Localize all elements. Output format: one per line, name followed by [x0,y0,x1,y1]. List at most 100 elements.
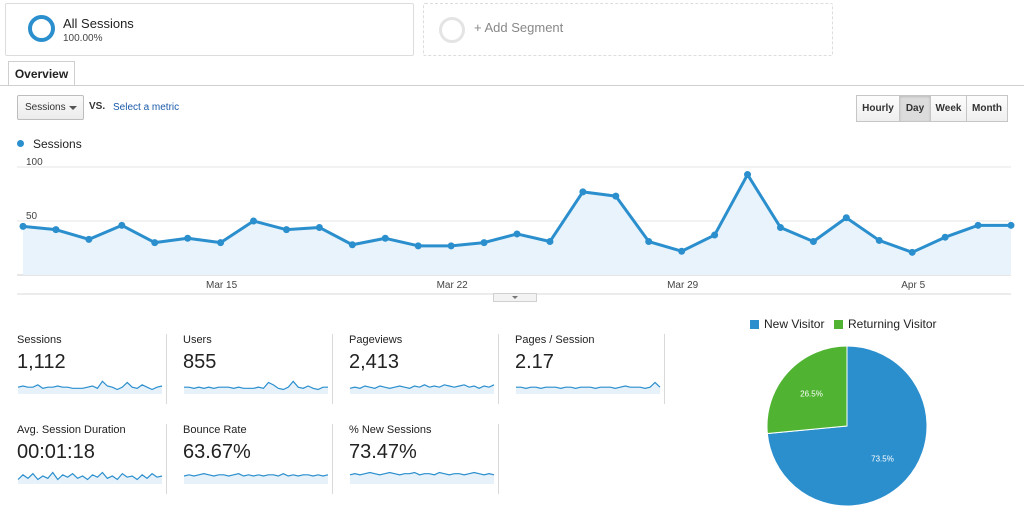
range-day-button[interactable]: Day [899,95,931,122]
metric-label: % New Sessions [349,424,432,436]
sparkline-line [17,471,163,481]
sessions-data-point [348,241,356,249]
collapse-arrow-icon [512,296,518,299]
pie-slice-label: 73.5% [871,454,894,463]
y-tick-label: 100 [26,157,43,168]
chart-collapse-toggle[interactable] [493,293,537,302]
sparkline-fill [184,381,328,394]
sparkline-line [184,380,328,391]
returning-visitor-swatch [834,319,843,329]
sessions-data-point [19,222,27,230]
metric-value: 2.17 [515,351,554,373]
new-visitor-swatch [750,319,759,329]
metric-card-sessions[interactable]: Sessions 1,112 [17,334,167,404]
sessions-data-point [711,231,719,239]
sparkline [349,471,495,484]
metric-card-pageviews[interactable]: Pageviews 2,413 [349,334,499,404]
sessions-data-point [480,239,488,247]
metric-value: 73.47% [349,441,417,463]
sessions-data-point [381,234,389,242]
metric-value: 63.67% [183,441,251,463]
segment-percent: 100.00% [63,33,103,44]
pie-legend-label: Returning Visitor [848,317,937,331]
x-tick-label: Apr 5 [901,280,925,291]
sessions-legend-dot-icon [17,140,24,147]
metric-card-new-sessions[interactable]: % New Sessions 73.47% [349,424,499,494]
sparkline [17,471,163,484]
sessions-line-chart: 100 50 Mar 15 Mar 22 Mar 29 Apr 5 [17,157,1015,295]
sparkline-line [516,381,661,389]
sparkline [349,384,495,394]
select-metric-link[interactable]: Select a metric [113,102,180,113]
vs-label: VS. [89,101,106,112]
range-month-button[interactable]: Month [966,95,1008,122]
segment-all-sessions[interactable]: All Sessions 100.00% [5,3,414,56]
metric-value: 00:01:18 [17,441,95,463]
sessions-data-point [282,226,290,234]
time-range-selector: Hourly Day Week Month [856,95,1008,122]
range-hourly-button[interactable]: Hourly [856,95,900,122]
sessions-data-point [941,233,949,241]
sparkline-fill [350,472,494,484]
pie-legend-new-visitor[interactable]: New Visitor [750,317,824,331]
sessions-data-point [678,247,686,255]
metric-label: Avg. Session Duration [17,424,126,436]
sparkline-line [349,384,495,389]
sessions-data-point [809,238,817,246]
segment-ring-icon [28,15,55,42]
sessions-data-point [447,242,455,250]
pie-legend-returning-visitor[interactable]: Returning Visitor [834,317,937,331]
metric-card-bounce-rate[interactable]: Bounce Rate 63.67% [183,424,333,494]
metric-card-pages-per-session[interactable]: Pages / Session 2.17 [515,334,665,404]
segment-placeholder-ring-icon [439,17,465,43]
sessions-data-point [776,223,784,231]
sessions-data-point [184,234,192,242]
sessions-data-point [875,236,883,244]
sessions-data-point [579,188,587,196]
sessions-data-point [744,171,752,179]
metric-label: Pages / Session [515,334,595,346]
sessions-data-point [217,239,225,247]
sparkline-line [17,380,163,391]
metric-card-users[interactable]: Users 855 [183,334,333,404]
sparkline [17,380,163,394]
sparkline-fill [350,384,494,394]
sessions-data-point [974,221,982,229]
metric-value: 1,112 [17,351,66,373]
metric-dropdown-value: Sessions [25,102,66,113]
sparkline-line [183,473,329,477]
visitor-type-pie-chart: 73.5% 26.5% [766,345,928,507]
add-segment-label: + Add Segment [474,20,564,35]
range-week-button[interactable]: Week [930,95,967,122]
tab-overview[interactable]: Overview [8,61,75,86]
metric-value: 2,413 [349,351,400,373]
sessions-data-point [1007,221,1015,229]
x-tick-label: Mar 15 [206,280,238,291]
sessions-legend-label: Sessions [33,137,82,151]
metric-dropdown[interactable]: Sessions [17,95,84,120]
add-segment-button[interactable]: + Add Segment [423,3,833,56]
metric-card-avg-session-duration[interactable]: Avg. Session Duration 00:01:18 [17,424,167,494]
x-tick-label: Mar 29 [667,280,699,291]
sparkline [183,473,329,484]
sessions-data-point [612,192,620,200]
sparkline-fill [184,473,328,484]
y-tick-label: 50 [26,211,38,222]
metric-value: 855 [183,351,217,373]
sessions-data-point [151,239,159,247]
sparkline-fill [18,472,162,484]
sessions-data-point [118,221,126,229]
sparkline-fill [18,381,162,394]
sparkline [184,380,328,394]
sessions-data-point [908,248,916,256]
x-tick-label: Mar 22 [437,280,469,291]
chevron-down-icon [69,106,77,110]
sessions-data-point [546,238,554,246]
sessions-area-fill [23,174,1011,275]
sessions-data-point [414,242,422,250]
sessions-data-point [315,223,323,231]
sparkline-fill [516,382,660,394]
pie-legend-label: New Visitor [764,317,825,331]
sessions-data-point [85,235,93,243]
segment-title: All Sessions [63,16,134,31]
